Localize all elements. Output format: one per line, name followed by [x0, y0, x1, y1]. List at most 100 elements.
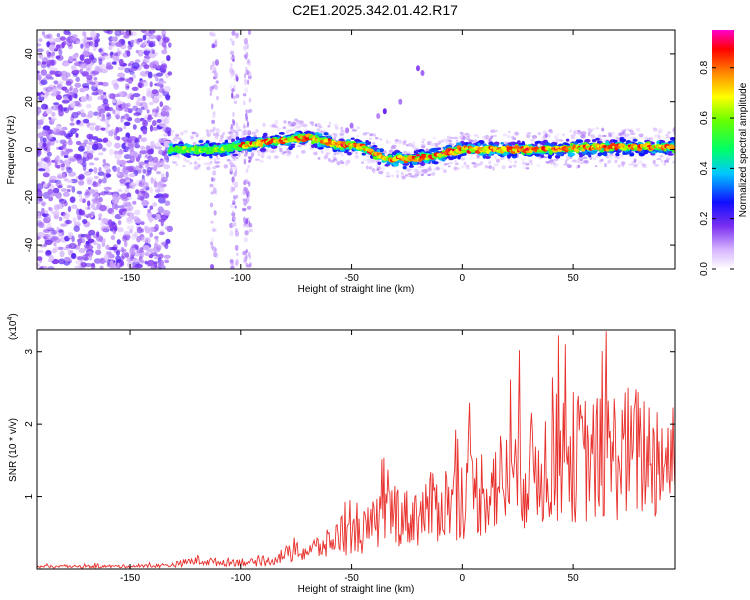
heatmap-cell: [102, 159, 106, 164]
heatmap-cell: [506, 134, 512, 139]
heatmap-cell: [87, 110, 94, 118]
heatmap-cell: [53, 204, 60, 211]
heatmap-cell: [496, 158, 500, 163]
heatmap-cell: [94, 189, 99, 194]
heatmap-cell: [625, 127, 629, 132]
heatmap-cell: [130, 182, 134, 186]
heatmap-cell: [400, 171, 404, 176]
heatmap-cell: [361, 161, 364, 164]
heatmap-cell: [372, 169, 376, 174]
heatmap-cell: [61, 203, 65, 208]
heatmap-cell: [282, 151, 286, 154]
heatmap-cell: [246, 43, 249, 50]
heatmap-cell: [147, 116, 154, 120]
heatmap-cell: [333, 153, 337, 156]
heatmap-cell: [595, 165, 598, 168]
heatmap-cell: [85, 233, 90, 240]
heatmap-cell: [96, 231, 100, 238]
heatmap-cell: [312, 151, 318, 156]
heatmap-cell: [210, 129, 215, 133]
heatmap-cell: [37, 162, 40, 167]
heatmap-cell: [58, 216, 63, 222]
heatmap-cell: [37, 231, 45, 237]
heatmap-cell: [488, 160, 492, 165]
heatmap-cell: [246, 116, 249, 122]
heatmap-cell: [229, 50, 235, 55]
heatmap-cell: [80, 95, 87, 103]
heatmap-cell: [72, 87, 79, 95]
heatmap-cell: [609, 154, 614, 157]
heatmap-cell: [368, 165, 374, 168]
heatmap-cell: [243, 216, 246, 223]
heatmap-cell: [215, 165, 220, 168]
heatmap-cell: [243, 237, 248, 243]
heatmap-cell: [77, 123, 85, 127]
heatmap-cell: [113, 225, 118, 232]
heatmap-cell: [165, 106, 172, 112]
heatmap-cell: [323, 132, 329, 136]
heatmap-cell: [147, 209, 152, 213]
heatmap-cell: [467, 138, 471, 142]
heatmap-cell: [579, 161, 585, 165]
heatmap-cell: [66, 166, 71, 170]
heatmap-cell: [233, 95, 236, 99]
heatmap-cell: [97, 152, 104, 156]
heatmap-cell: [99, 265, 104, 269]
heatmap-cell: [420, 70, 425, 76]
heatmap-cell: [103, 186, 112, 191]
heatmap-cell: [79, 209, 85, 216]
heatmap-cell: [255, 128, 259, 134]
heatmap-cell: [507, 158, 511, 161]
heatmap-cell: [134, 117, 142, 123]
heatmap-cell: [37, 70, 41, 74]
heatmap-cell: [511, 153, 517, 157]
snr-y-axis-label: SNR (10 * v/v): [8, 418, 19, 482]
heatmap-cell: [47, 141, 52, 147]
heatmap-cell: [211, 237, 214, 243]
heatmap-cell: [236, 194, 239, 199]
heatmap-cell: [317, 157, 321, 160]
heatmap-cell: [103, 172, 110, 179]
heatmap-cell: [73, 153, 80, 159]
heatmap-cell: [658, 128, 663, 133]
heatmap-cell: [446, 135, 451, 139]
heatmap-cell: [231, 212, 236, 217]
heatmap-cell: [235, 169, 238, 177]
figure-title: C2E1.2025.342.01.42.R17: [292, 2, 458, 18]
heatmap-cell: [378, 170, 384, 175]
heatmap-cell: [133, 209, 141, 216]
heatmap-cell: [121, 31, 129, 36]
heatmap-cell: [45, 86, 53, 93]
heatmap-cell: [117, 72, 125, 78]
heatmap-cell: [215, 188, 218, 195]
heatmap-cell: [41, 103, 48, 110]
heatmap-cell: [62, 191, 70, 197]
heatmap-cell: [73, 40, 77, 45]
heatmap-cell: [153, 261, 158, 268]
heatmap-cell: [214, 133, 219, 140]
heatmap-cell: [90, 203, 96, 209]
heatmap-cell: [47, 189, 54, 195]
heatmap-cell: [632, 139, 638, 142]
heatmap-cell: [168, 141, 174, 144]
heatmap-cell: [165, 94, 171, 101]
heatmap-cell: [126, 212, 130, 216]
heatmap-cell: [432, 168, 436, 172]
heatmap-cell: [449, 137, 455, 139]
heatmap-cell: [118, 208, 127, 216]
heatmap-cell: [365, 165, 369, 170]
heatmap-cell: [208, 146, 214, 149]
heatmap-cell: [41, 202, 46, 207]
heatmap-cell: [285, 130, 289, 135]
heatmap-cell: [412, 168, 418, 173]
heatmap-cell: [656, 158, 662, 161]
heatmap-cell: [356, 126, 360, 130]
heatmap-cell: [168, 143, 174, 147]
heatmap-cell: [162, 118, 170, 125]
heatmap-cell: [158, 123, 166, 127]
heatmap-cell: [511, 135, 515, 140]
heatmap-cell: [610, 131, 616, 136]
heatmap-cell: [57, 184, 63, 189]
heatmap-cell: [69, 122, 75, 126]
heatmap-cell: [616, 137, 621, 142]
